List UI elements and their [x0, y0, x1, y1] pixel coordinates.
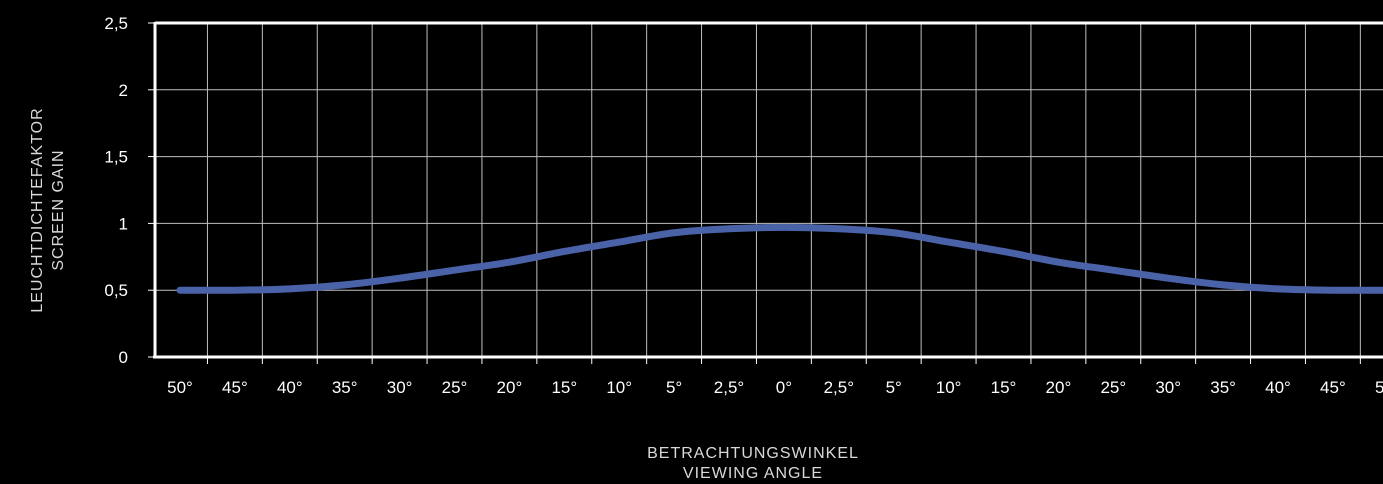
data-point — [454, 269, 455, 271]
x-tick-label: 5° — [886, 378, 902, 397]
x-tick-label: 20° — [1046, 378, 1072, 397]
x-tick-label: 50° — [1375, 378, 1383, 397]
x-tick-label: 40° — [277, 378, 303, 397]
x-tick-label: 15° — [551, 378, 577, 397]
x-tick-label: 30° — [387, 378, 413, 397]
data-point — [783, 226, 785, 228]
x-tick-label: 30° — [1155, 378, 1181, 397]
data-point — [563, 250, 565, 252]
x-tick-labels: 50° 45° 40° 35° 30° 25° 20° 15° 10° 5° 2,5° 0° 2,5° 5… — [167, 378, 1383, 397]
x-axis-title-line1: BETRACHTUNGSWINKEL — [647, 445, 859, 462]
x-tick-label: 10° — [936, 378, 962, 397]
y-tick-labels: 0 0,5 1 1,5 2 2,5 — [104, 14, 128, 367]
x-tick-label: 2,5° — [714, 378, 744, 397]
data-point — [179, 289, 181, 291]
x-tick-label: 25° — [442, 378, 468, 397]
data-point — [1332, 289, 1334, 291]
y-axis-title-line1: LEUCHTDICHTEFAKTOR — [29, 107, 46, 312]
y-axis-title-line2: SCREEN GAIN — [50, 149, 67, 270]
data-point — [893, 232, 895, 234]
data-point — [234, 289, 236, 291]
data-point — [948, 241, 950, 243]
x-tick-label: 40° — [1265, 378, 1291, 397]
x-tick-label: 35° — [332, 378, 358, 397]
data-point — [289, 288, 291, 290]
x-tick-label: 0° — [776, 378, 792, 397]
x-tick-label: 10° — [606, 378, 632, 397]
data-point — [508, 261, 510, 263]
data-point — [344, 284, 346, 286]
data-point — [728, 228, 730, 230]
data-point — [399, 277, 401, 279]
x-axis-title-line2: VIEWING ANGLE — [683, 465, 823, 482]
x-tick-label: 2,5° — [824, 378, 854, 397]
y-tick-label: 1,5 — [104, 148, 128, 167]
data-point — [1057, 261, 1059, 263]
x-tick-label: 15° — [991, 378, 1017, 397]
data-point — [618, 241, 620, 243]
data-point — [1277, 288, 1279, 290]
x-tick-label: 45° — [222, 378, 248, 397]
data-point — [1003, 250, 1004, 252]
x-tick-label: 45° — [1320, 378, 1346, 397]
y-tick-label: 2,5 — [104, 14, 128, 33]
y-axis-title: LEUCHTDICHTEFAKTOR SCREEN GAIN — [29, 107, 67, 312]
data-point — [673, 232, 675, 234]
x-tick-label: 35° — [1210, 378, 1236, 397]
x-tick-label: 50° — [167, 378, 193, 397]
y-tick-label: 2 — [119, 81, 128, 100]
y-tick-label: 1 — [119, 214, 128, 233]
series — [176, 223, 1383, 294]
data-point — [838, 228, 840, 230]
data-point — [1222, 284, 1224, 286]
grid — [155, 21, 1383, 357]
axes — [148, 22, 1383, 364]
x-tick-label: 20° — [497, 378, 523, 397]
y-tick-label: 0,5 — [104, 281, 128, 300]
x-axis-title: BETRACHTUNGSWINKEL VIEWING ANGLE — [647, 445, 859, 482]
x-tick-label: 25° — [1100, 378, 1126, 397]
data-point — [1167, 277, 1169, 279]
x-tick-label: 5° — [666, 378, 682, 397]
y-tick-label: 0 — [119, 348, 128, 367]
data-point — [1112, 269, 1114, 271]
series-line — [176, 223, 1383, 294]
